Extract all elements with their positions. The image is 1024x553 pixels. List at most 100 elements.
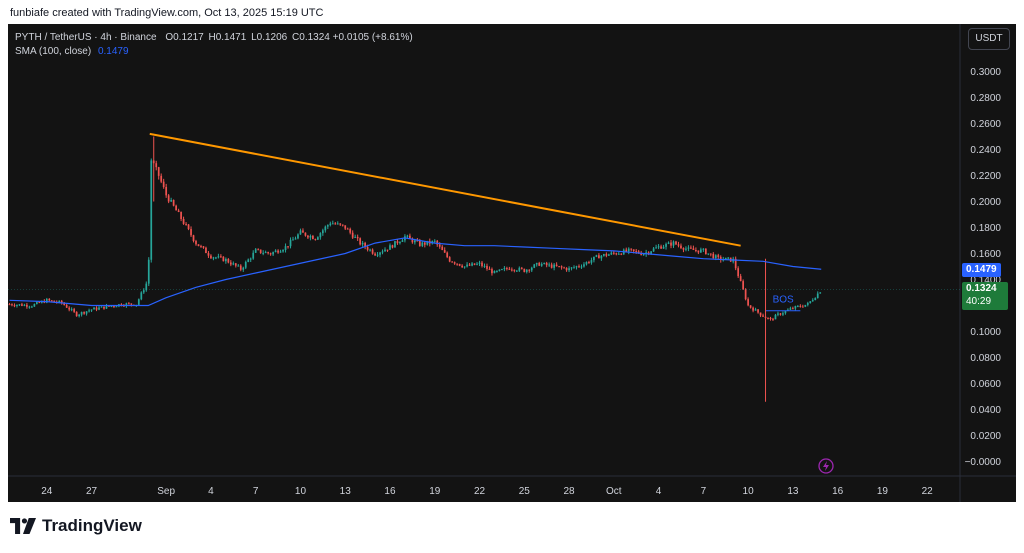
x-tick-label: 4 bbox=[208, 486, 214, 497]
lightning-icon[interactable] bbox=[818, 458, 834, 474]
y-tick-label: 0.2800 bbox=[970, 93, 1001, 104]
candle-body bbox=[471, 263, 473, 266]
candle-body bbox=[371, 249, 374, 254]
candle-body bbox=[764, 316, 767, 318]
candle-body bbox=[185, 223, 187, 225]
candle-body bbox=[682, 248, 685, 250]
candle-body bbox=[680, 245, 682, 249]
candle-body bbox=[789, 308, 792, 310]
candle-body bbox=[563, 267, 565, 269]
candle-body bbox=[319, 233, 322, 238]
candle-body bbox=[379, 252, 381, 255]
candle-body bbox=[558, 266, 560, 268]
candle-body bbox=[321, 230, 324, 234]
candle-body bbox=[304, 232, 307, 236]
candle-body bbox=[33, 304, 36, 307]
candle-body bbox=[667, 242, 670, 244]
candle-body bbox=[699, 249, 702, 253]
candle-body bbox=[287, 246, 289, 248]
candle-body bbox=[242, 267, 245, 270]
y-tick-label: 0.1000 bbox=[970, 327, 1001, 338]
candle-body bbox=[351, 232, 354, 238]
candle-body bbox=[401, 240, 404, 242]
close-label: C bbox=[292, 32, 300, 43]
trendline bbox=[149, 132, 741, 247]
candle-body bbox=[804, 304, 807, 307]
candle-body bbox=[334, 223, 337, 225]
candle-body bbox=[463, 266, 466, 268]
candle-body bbox=[11, 304, 13, 306]
candle-body bbox=[734, 258, 737, 269]
candle-body bbox=[578, 266, 580, 268]
currency-button[interactable]: USDT bbox=[968, 28, 1010, 50]
candle-body bbox=[257, 249, 260, 251]
candle-body bbox=[18, 304, 21, 306]
symbol-label[interactable]: PYTH / TetherUS · 4h · Binance bbox=[15, 32, 157, 43]
candle-body bbox=[486, 265, 488, 269]
footer-brand[interactable]: TradingView bbox=[10, 516, 142, 536]
candle-body bbox=[384, 249, 386, 252]
candle-body bbox=[819, 292, 822, 294]
sma-label[interactable]: SMA (100, close) bbox=[15, 46, 92, 57]
candle-body bbox=[525, 269, 528, 272]
candle-body bbox=[762, 315, 764, 317]
candle-body bbox=[518, 267, 521, 271]
high-label: H bbox=[208, 32, 216, 43]
candle-body bbox=[269, 253, 272, 255]
x-tick-label: 24 bbox=[41, 486, 53, 497]
candle-body bbox=[249, 258, 252, 260]
candle-body bbox=[585, 262, 588, 265]
candle-body bbox=[155, 163, 158, 168]
tradingview-logo-icon bbox=[10, 518, 36, 534]
open-label: O bbox=[165, 32, 174, 43]
candle-body bbox=[8, 304, 11, 306]
candle-body bbox=[267, 252, 270, 254]
candle-body bbox=[709, 253, 712, 255]
chart-canvas[interactable]: BOS 0.3000 0.2800 0.2600 0.2400 0.2200 0.2000… bbox=[8, 24, 1016, 502]
candle-body bbox=[737, 268, 740, 277]
candle-body bbox=[100, 306, 103, 308]
candle-body bbox=[739, 276, 742, 282]
candle-body bbox=[655, 247, 657, 249]
candle-body bbox=[451, 261, 454, 263]
candle-body bbox=[533, 264, 536, 268]
candle-body bbox=[366, 246, 369, 250]
candle-body bbox=[446, 252, 449, 258]
y-tick-label: 0.1800 bbox=[970, 223, 1001, 234]
chart-frame[interactable]: BOS 0.3000 0.2800 0.2600 0.2400 0.2200 0.2000… bbox=[8, 24, 1016, 502]
candle-body bbox=[80, 312, 83, 315]
candle-body bbox=[145, 283, 148, 291]
candle-body bbox=[222, 256, 225, 262]
candle-body bbox=[610, 252, 613, 255]
candle-body bbox=[615, 253, 618, 255]
candle-body bbox=[292, 239, 294, 241]
x-tick-label: 27 bbox=[86, 486, 98, 497]
candle-body bbox=[381, 251, 384, 253]
candle-body bbox=[426, 240, 429, 245]
candle-body bbox=[538, 262, 541, 266]
candle-body bbox=[75, 311, 78, 317]
candle-body bbox=[501, 269, 503, 271]
candle-body bbox=[816, 293, 819, 299]
candle-body bbox=[702, 248, 705, 250]
close-value: 0.1324 bbox=[299, 32, 330, 43]
candle-body bbox=[53, 300, 56, 302]
candle-body bbox=[369, 249, 371, 251]
candle-body bbox=[555, 264, 558, 267]
candle-body bbox=[575, 266, 578, 268]
x-tick-label: 28 bbox=[563, 486, 575, 497]
x-tick-label: Sep bbox=[157, 486, 175, 497]
candle-body bbox=[361, 242, 364, 245]
candle-body bbox=[535, 262, 538, 265]
candle-body bbox=[394, 241, 396, 248]
candle-body bbox=[349, 228, 352, 233]
candle-body bbox=[13, 305, 16, 307]
candle-body bbox=[309, 236, 312, 238]
candle-body bbox=[456, 263, 459, 265]
candle-body bbox=[386, 249, 389, 251]
y-tick-label: 0.2000 bbox=[970, 197, 1001, 208]
candle-body bbox=[620, 253, 623, 255]
candle-body bbox=[78, 314, 80, 317]
candle-body bbox=[814, 298, 817, 301]
candle-body bbox=[289, 239, 292, 247]
